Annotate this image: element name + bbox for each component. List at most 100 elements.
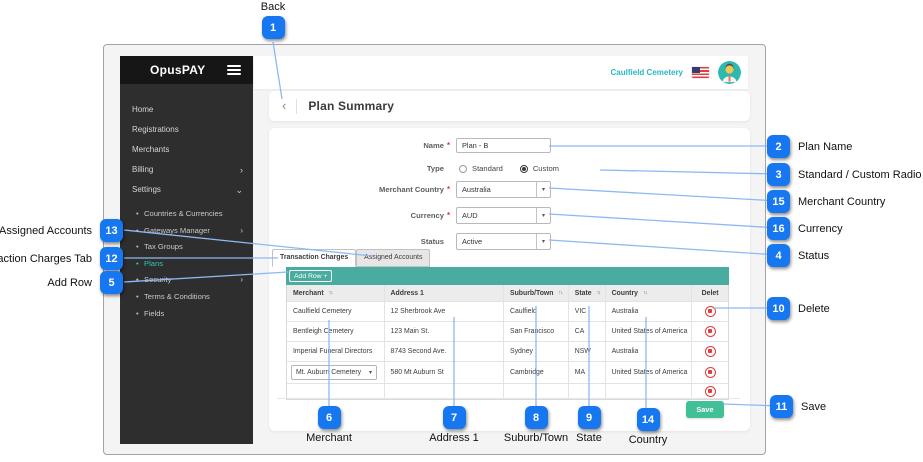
cell-address: 123 Main St. — [385, 322, 504, 341]
table-header-row: Merchant ↑↓ Address 1 Suburb/Town ↑↓ State… — [287, 285, 728, 302]
cell-address: 8743 Second Ave. — [385, 342, 504, 361]
sidebar-item-registrations[interactable]: Registrations — [132, 125, 179, 134]
table-row — [287, 384, 728, 399]
callout-plan-name: 2 Plan Name — [767, 135, 852, 158]
hamburger-menu-icon[interactable] — [227, 65, 241, 75]
callout-label: Merchant — [306, 432, 352, 444]
user-avatar[interactable] — [718, 61, 741, 84]
back-icon[interactable]: ‹ — [282, 97, 287, 113]
sidebar-item-billing[interactable]: Billing › — [120, 160, 253, 180]
table-row: Caulfield Cemetery 12 Sherbrook Ave Caul… — [287, 302, 728, 322]
sidebar-item-gateways-manager[interactable]: • Gateways Manager › — [120, 223, 253, 240]
callout-label: Save — [801, 400, 827, 413]
merchant-country-select[interactable]: Australia ▾ — [456, 181, 551, 198]
plan-name-input[interactable]: Plan - B — [456, 138, 551, 153]
callout-label: Transaction Charges Tab — [0, 252, 92, 265]
sidebar-nav: Home Registrations Merchants Billing › Se… — [120, 84, 253, 322]
col-suburb: Suburb/Town ↑↓ — [504, 285, 569, 301]
bullet-icon: • — [136, 258, 139, 268]
delete-icon[interactable] — [704, 346, 716, 357]
callout-badge: 14 — [636, 408, 660, 431]
callout-badge: 6 — [317, 406, 341, 429]
status-select[interactable]: Active ▾ — [456, 233, 551, 250]
us-flag-icon[interactable] — [692, 67, 709, 78]
col-country: Country ↑↓ — [606, 285, 693, 301]
sidebar-item-settings[interactable]: Settings ⌄ — [120, 180, 253, 200]
sort-icon[interactable]: ↑↓ — [328, 290, 333, 296]
add-row-button[interactable]: Add Row + — [289, 270, 333, 282]
sidebar-item-plans[interactable]: • Plans — [120, 256, 253, 273]
chevron-right-icon: › — [240, 275, 243, 285]
cell-merchant: Bentleigh Cemetery — [287, 322, 385, 341]
type-label: Type — [426, 164, 444, 173]
callout-label: Merchant Country — [798, 195, 886, 208]
tab-transaction-charges[interactable]: Transaction Charges — [272, 249, 357, 267]
callout-label: Add Row — [47, 276, 92, 289]
cell-country: United States of America — [606, 322, 693, 341]
callout-label: Back — [260, 1, 286, 13]
sidebar-item-fields[interactable]: • Fields — [120, 306, 253, 323]
tab-assigned-accounts[interactable]: Assigned Accounts — [356, 249, 431, 267]
callout-merchant-country: 15 Merchant Country — [767, 190, 885, 213]
sort-icon[interactable]: ↑↓ — [643, 290, 647, 296]
custom-radio[interactable] — [519, 164, 528, 173]
name-label: Name — [423, 141, 444, 150]
table-row: Bentleigh Cemetery 123 Main St. San Fran… — [287, 322, 728, 342]
sort-icon[interactable]: ↑↓ — [596, 290, 601, 296]
callout-radio-buttons: 3 Standard / Custom Radio Buttons — [767, 163, 923, 186]
callout-transaction-charges: Transaction Charges Tab 12 — [0, 247, 123, 270]
cell-suburb: San Francisco — [504, 322, 569, 341]
merchant-country-label: Merchant Country — [379, 185, 444, 194]
merchant-account-link[interactable]: Caulfield Cemetery — [610, 68, 683, 77]
sidebar-item-security[interactable]: • Security › — [120, 272, 253, 289]
callout-label: Address 1 — [429, 432, 479, 444]
delete-icon[interactable] — [704, 326, 716, 337]
table-row: Mt. Auburn Cemetery ▾ 580 Mt Auburn St Ca… — [287, 362, 728, 384]
standard-radio[interactable] — [459, 164, 467, 173]
bullet-icon: • — [136, 209, 139, 218]
delete-icon[interactable] — [704, 367, 716, 378]
callout-badge: 12 — [100, 247, 123, 270]
col-merchant: Merchant ↑↓ — [287, 285, 385, 301]
sidebar-item-merchants[interactable]: Merchants — [132, 145, 170, 154]
col-state: State ↑↓ — [569, 285, 606, 301]
cell-state: NSW — [569, 342, 606, 361]
cell-suburb: Sydney — [504, 342, 569, 361]
sidebar-item-countries-currencies[interactable]: • Countries & Currencies — [120, 206, 253, 223]
cell-country: United States of America — [606, 362, 693, 383]
tab-bar: Transaction Charges Assigned Accounts — [272, 249, 431, 267]
callout-delete: 10 Delete — [767, 297, 830, 320]
callout-badge: 10 — [767, 297, 790, 320]
delete-icon[interactable] — [704, 306, 716, 317]
chevron-right-icon: › — [240, 225, 243, 235]
sort-icon[interactable]: ↑↓ — [558, 290, 563, 296]
merchant-country-row: Merchant Country * Australia ▾ — [269, 181, 551, 198]
cell-merchant: Mt. Auburn Cemetery ▾ — [287, 362, 385, 383]
bullet-icon: • — [136, 242, 139, 252]
cell-address: 12 Sherbrook Ave — [385, 302, 504, 321]
callout-label: Delete — [798, 302, 830, 315]
cell-delete — [692, 362, 728, 383]
merchant-row-select[interactable]: Mt. Auburn Cemetery ▾ — [291, 365, 377, 380]
divider — [277, 398, 740, 399]
table-row: Imperial Funeral Directors 8743 Second A… — [287, 342, 728, 362]
cell-delete — [692, 342, 728, 361]
sidebar-item-home[interactable]: Home — [132, 105, 154, 114]
callout-label: Plan Name — [798, 140, 853, 153]
sidebar-item-terms-conditions[interactable]: • Terms & Conditions — [120, 289, 253, 306]
type-radio-group: Standard Custom — [459, 164, 559, 173]
cell-country: Australia — [606, 342, 693, 361]
dropdown-caret-icon: ▾ — [536, 208, 550, 223]
dropdown-caret-icon: ▾ — [368, 370, 372, 376]
currency-select[interactable]: AUD ▾ — [456, 207, 551, 224]
delete-icon[interactable] — [704, 386, 716, 397]
callout-address: 7 Address 1 — [404, 406, 504, 444]
cell-address: 580 Mt Auburn St — [385, 362, 504, 383]
callout-state: 9 State — [539, 406, 639, 444]
bullet-icon: • — [136, 225, 139, 235]
sidebar-item-tax-groups[interactable]: • Tax Groups — [120, 239, 253, 256]
save-button[interactable]: Save — [686, 401, 724, 418]
currency-label: Currency — [410, 211, 444, 220]
chevron-right-icon: › — [240, 165, 243, 175]
